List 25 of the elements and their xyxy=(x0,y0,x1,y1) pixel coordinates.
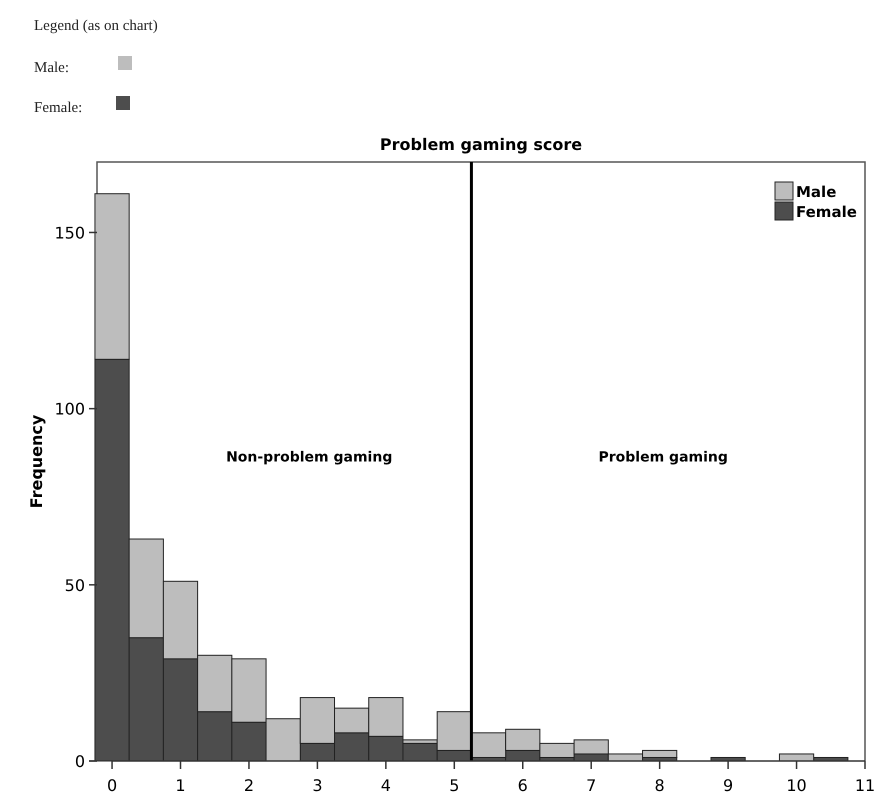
x-tick-label: 3 xyxy=(312,776,322,795)
text: Male: xyxy=(34,60,69,76)
y-axis-title: Frequency xyxy=(27,414,46,508)
x-tick-label: 5 xyxy=(449,776,460,795)
x-tick-label: 8 xyxy=(654,776,665,795)
y-tick-label: 150 xyxy=(54,223,85,242)
x-tick-label: 9 xyxy=(723,776,734,795)
x-tick-label: 0 xyxy=(106,776,118,795)
y-tick-label: 50 xyxy=(64,576,85,595)
text: Female: xyxy=(34,100,82,116)
legend-label: Male xyxy=(796,183,836,201)
x-tick-label: 6 xyxy=(518,776,528,795)
x-tick-label: 7 xyxy=(586,776,596,795)
legend-label: Female xyxy=(796,203,857,221)
x-tick-label: 1 xyxy=(175,776,186,795)
x-tick-label: 2 xyxy=(244,776,254,795)
chart-title: Problem gaming score xyxy=(380,135,582,154)
x-tick-label: 4 xyxy=(380,776,391,795)
annotation: Problem gaming xyxy=(598,450,728,466)
x-tick-label: 11 xyxy=(854,776,876,795)
y-tick-label: 100 xyxy=(54,400,85,419)
x-tick-label: 10 xyxy=(786,776,807,795)
y-tick-label: 0 xyxy=(74,752,85,771)
annotation: Non-problem gaming xyxy=(226,450,392,466)
text: Legend (as on chart) xyxy=(34,18,158,34)
